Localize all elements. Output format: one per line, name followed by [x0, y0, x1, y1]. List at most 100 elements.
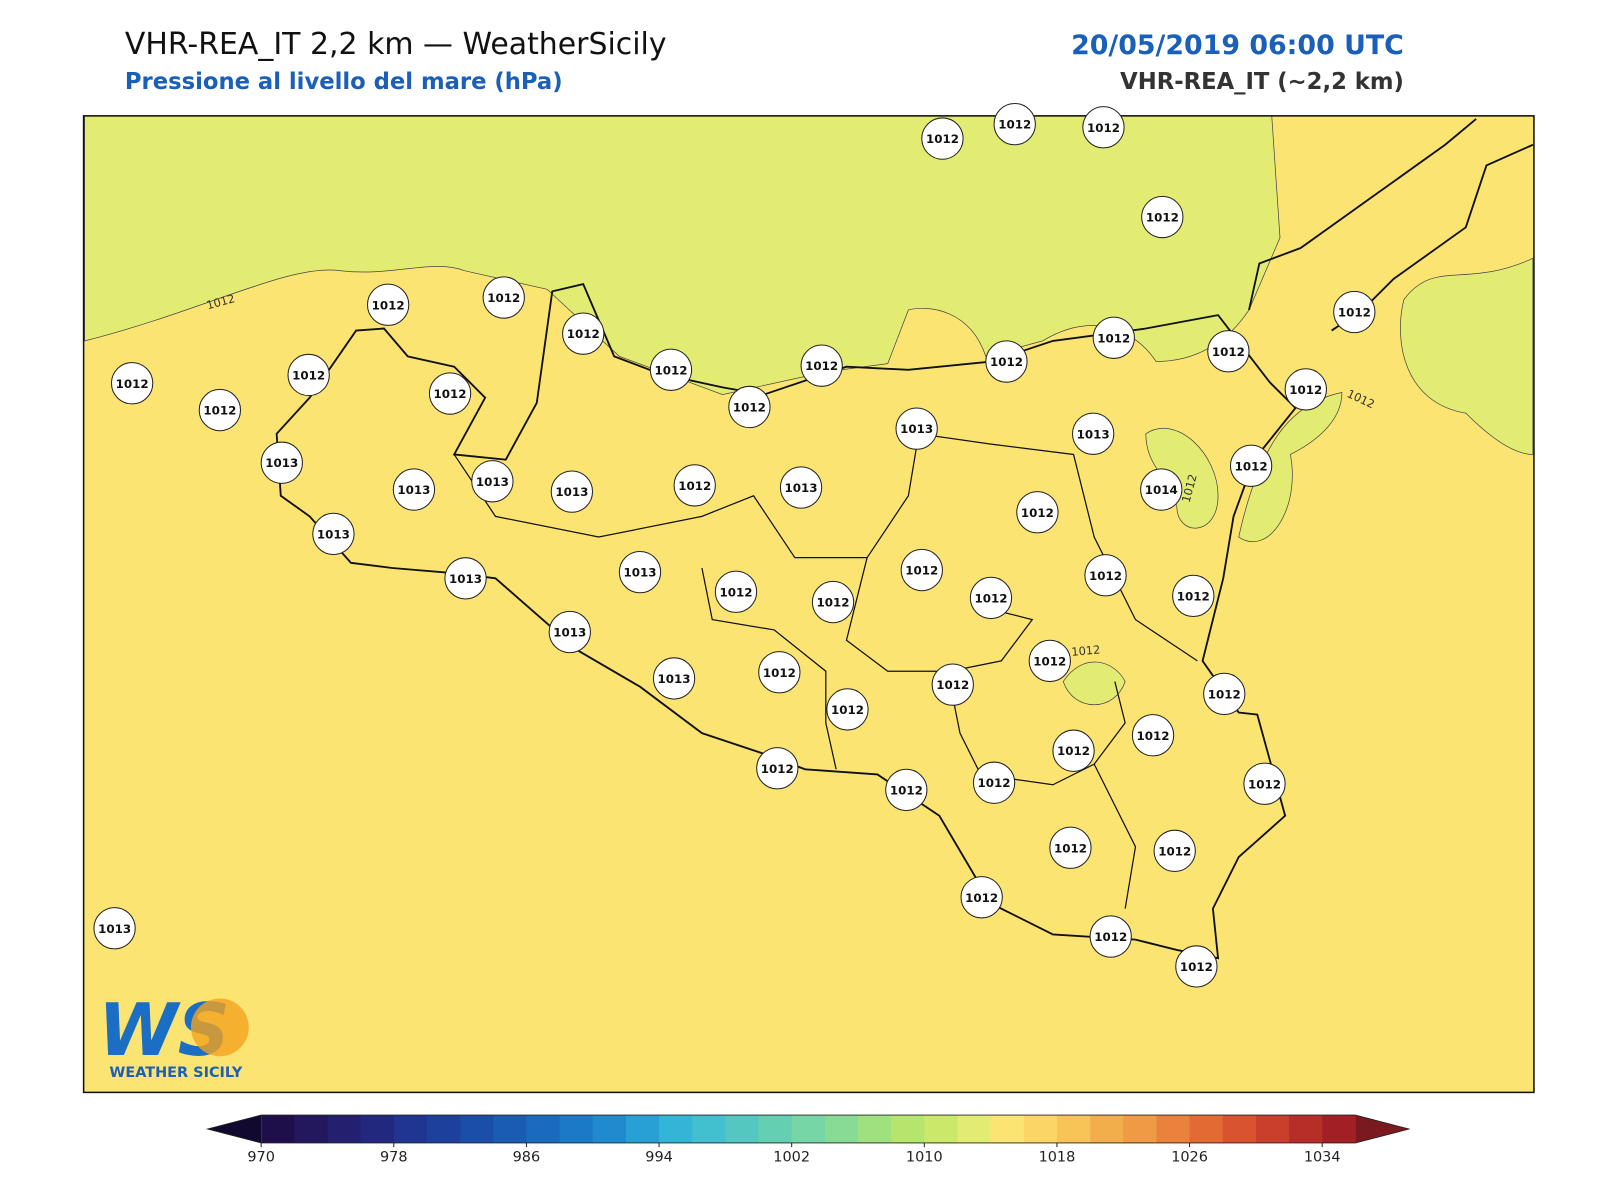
- station-value: 1012: [719, 585, 752, 599]
- station: 1013: [93, 907, 136, 950]
- station-value: 1012: [1033, 654, 1066, 668]
- station-value: 1012: [1235, 459, 1268, 473]
- colorbar-bin: [924, 1115, 958, 1143]
- stations: 1012 1012 1012 1012 1012 1012 1012 1012 1012 1012…: [93, 102, 1376, 988]
- station: 1013: [260, 441, 303, 484]
- station-value: 1013: [785, 481, 818, 495]
- station-value: 1012: [805, 359, 838, 373]
- station-marker: [779, 466, 823, 509]
- station-marker: [260, 441, 303, 484]
- station-value: 1012: [998, 118, 1031, 132]
- station-value: 1012: [1137, 729, 1170, 743]
- station-value: 1013: [476, 475, 509, 489]
- station-value: 1013: [449, 572, 482, 586]
- station-marker: [1052, 729, 1095, 772]
- colorbar-tick-label: 1002: [773, 1150, 810, 1166]
- station-marker: [1140, 468, 1183, 511]
- station: 1012: [673, 464, 716, 507]
- station: 1013: [312, 512, 355, 556]
- station: 1012: [972, 761, 1016, 804]
- station: 1012: [960, 876, 1003, 919]
- colorbar-bin: [426, 1115, 461, 1143]
- station-value: 1012: [1180, 960, 1213, 974]
- station-value: 1012: [1057, 744, 1090, 758]
- station-marker: [1153, 829, 1196, 872]
- colorbar-bin: [393, 1115, 428, 1143]
- station: 1012: [1333, 290, 1376, 334]
- colorbar-bin: [990, 1115, 1025, 1143]
- station-marker: [110, 362, 154, 405]
- station-value: 1012: [965, 891, 998, 905]
- station: 1012: [1203, 672, 1246, 716]
- station-marker: [366, 283, 410, 326]
- station-value: 1013: [98, 922, 131, 936]
- station: 1013: [392, 468, 436, 511]
- station-value: 1012: [936, 678, 969, 692]
- station-value: 1012: [1177, 589, 1210, 603]
- station: 1012: [826, 688, 869, 731]
- station-marker: [985, 340, 1028, 383]
- station-marker: [800, 344, 843, 387]
- station-value: 1012: [1094, 930, 1127, 944]
- colorbar-tick-label: 1010: [906, 1150, 943, 1166]
- station: 1012: [1016, 491, 1059, 534]
- station-marker: [673, 464, 716, 507]
- station-value: 1013: [555, 485, 588, 499]
- colorbar-bin: [1156, 1115, 1191, 1143]
- low-pressure-area: [84, 115, 1281, 395]
- station: 1012: [985, 340, 1028, 383]
- coastline: [275, 283, 1297, 960]
- station-value: 1012: [567, 327, 600, 341]
- low-pressure-area: [1062, 257, 1534, 705]
- station: 1012: [1084, 554, 1127, 597]
- colorbar-bin: [824, 1115, 859, 1143]
- station-value: 1012: [372, 298, 405, 312]
- station-value: 1012: [926, 132, 959, 146]
- station: 1012: [562, 312, 605, 355]
- logo: WS WEATHER SICILY: [98, 989, 249, 1081]
- station-marker: [1207, 330, 1250, 373]
- station-value: 1012: [990, 355, 1023, 369]
- station-marker: [1072, 412, 1115, 455]
- station-marker: [482, 276, 525, 319]
- colorbar-tick-label: 970: [247, 1150, 275, 1166]
- colorbar-bin: [360, 1115, 395, 1143]
- colorbar: 970 978 986 994 1002 1010 1018 1026 1034: [205, 1114, 1411, 1166]
- station: 1012: [1172, 574, 1215, 618]
- station: 1012: [900, 548, 943, 592]
- station: 1012: [758, 651, 801, 694]
- station: 1012: [366, 283, 410, 326]
- station-marker: [895, 407, 938, 450]
- station-marker: [993, 102, 1036, 146]
- station-value: 1012: [678, 479, 711, 493]
- station-marker: [885, 768, 928, 812]
- colorbar-bin: [460, 1115, 494, 1143]
- colorbar-bin: [1222, 1115, 1257, 1143]
- station-marker: [1089, 915, 1132, 958]
- station-marker: [1082, 106, 1125, 149]
- station-marker: [972, 761, 1016, 804]
- station-marker: [550, 470, 594, 513]
- colorbar-bin: [1123, 1115, 1157, 1143]
- station: 1014: [1140, 468, 1183, 511]
- station-value: 1012: [1212, 345, 1245, 359]
- station: 1012: [287, 353, 330, 397]
- colorbar-bin: [1322, 1115, 1356, 1143]
- station-marker: [1229, 444, 1273, 487]
- station-marker: [1131, 714, 1175, 757]
- station-value: 1012: [1021, 506, 1054, 520]
- station: 1013: [444, 557, 487, 600]
- station: 1012: [1092, 316, 1135, 359]
- station-value: 1012: [1338, 306, 1371, 320]
- colorbar-bin: [261, 1115, 295, 1143]
- colorbar-bin: [791, 1115, 826, 1143]
- station-value: 1012: [733, 400, 766, 414]
- colorbar-extend-low: [207, 1115, 262, 1143]
- station-marker: [649, 348, 693, 391]
- station-value: 1013: [623, 566, 656, 580]
- station: 1012: [714, 570, 758, 613]
- station-value: 1013: [900, 422, 933, 436]
- station-value: 1012: [1289, 383, 1322, 397]
